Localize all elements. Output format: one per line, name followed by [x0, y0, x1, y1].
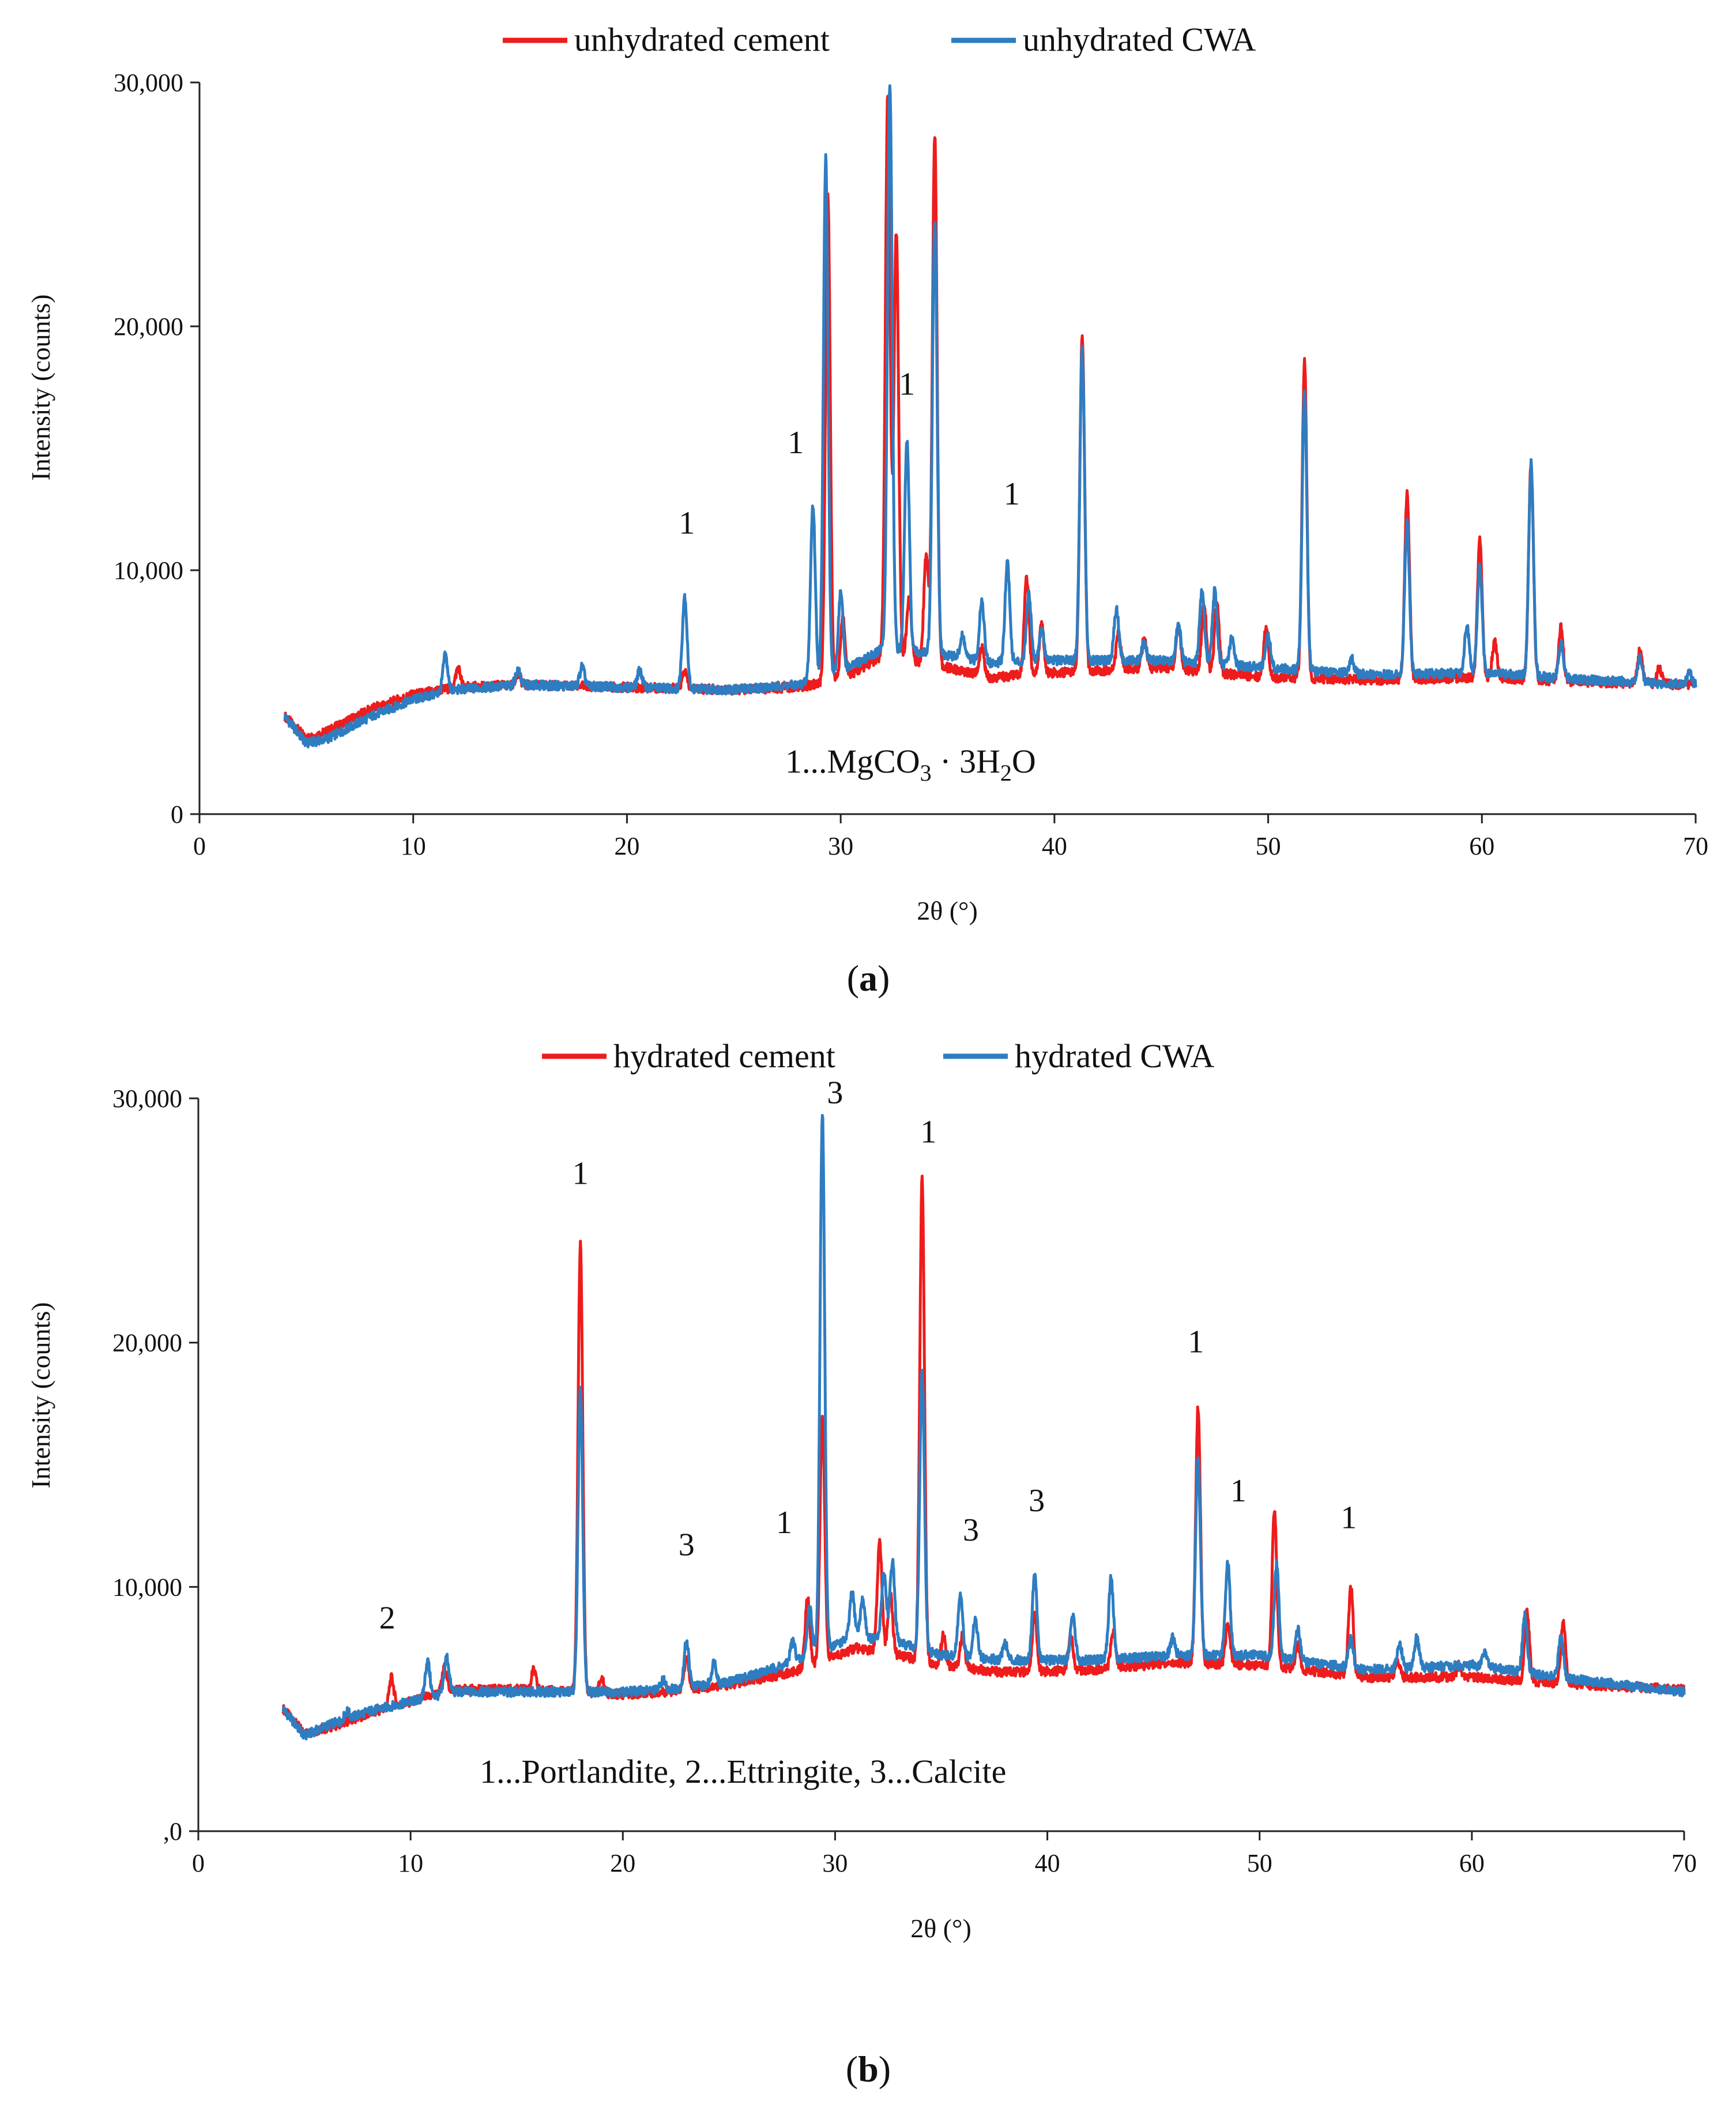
panel-b-peak-annotations: 2 1 3 1 3 1 3 3 1 1 1	[379, 1075, 1357, 1636]
y-tick-label: 30,000	[114, 69, 183, 97]
panel-a-peak-annotations: 1 1 1 1	[679, 366, 1019, 541]
x-tick-label: 30	[822, 1849, 848, 1877]
legend-label-hydrated-cwa: hydrated CWA	[1015, 1037, 1214, 1075]
panel-a-legend: unhydrated cement unhydrated CWA	[503, 21, 1256, 58]
panel-a-chart: unhydrated cement unhydrated CWA Intensi…	[26, 21, 1708, 999]
peak-annotation: 1	[1004, 476, 1020, 512]
x-tick-label: 40	[1035, 1849, 1060, 1877]
x-tick-label: 0	[193, 832, 206, 860]
panel-b-label: (b)	[846, 2049, 891, 2089]
y-tick-label: 0	[171, 800, 183, 829]
peak-annotation: 1	[788, 425, 804, 461]
legend-label-hydrated-cement: hydrated cement	[613, 1037, 835, 1075]
peak-annotation: 1	[776, 1505, 792, 1541]
peak-annotation: 1	[573, 1155, 589, 1191]
x-tick-label: 30	[828, 832, 853, 860]
panel-b-ylabel: Intensity (counts)	[26, 1302, 55, 1488]
peak-annotation: 1	[679, 506, 695, 541]
x-tick-label: 50	[1247, 1849, 1272, 1877]
x-tick-label: 70	[1671, 1849, 1697, 1877]
panel-b-chart: hydrated cement hydrated CWA Intensity (…	[26, 1037, 1697, 2089]
peak-annotation: 1	[1230, 1473, 1247, 1509]
panel-a-series	[283, 84, 1697, 748]
peak-annotation: 1	[920, 1114, 936, 1150]
panel-b-x-ticks: 0 10 20 30 40 50 60 70	[192, 1831, 1697, 1877]
x-tick-label: 60	[1469, 832, 1494, 860]
panel-b-legend: hydrated cement hydrated CWA	[542, 1037, 1214, 1075]
peak-annotation: 1	[899, 366, 915, 402]
x-tick-label: 20	[610, 1849, 635, 1877]
x-tick-label: 0	[192, 1849, 205, 1877]
y-tick-label: 20,000	[114, 312, 183, 341]
panel-a-phase-note: 1...MgCO3 · 3H2O	[785, 743, 1036, 786]
series-line-unhydrated-cwa	[283, 84, 1697, 748]
peak-annotation: 3	[1029, 1483, 1045, 1519]
x-tick-label: 40	[1042, 832, 1067, 860]
series-line-hydrated-cwa	[281, 1114, 1686, 1741]
peak-annotation: 3	[827, 1075, 843, 1110]
y-tick-label: 30,000	[112, 1085, 182, 1113]
y-tick-label: ,0	[163, 1817, 182, 1846]
legend-label-unhydrated-cwa: unhydrated CWA	[1023, 21, 1256, 58]
peak-annotation: 3	[679, 1527, 695, 1562]
panel-a-label: (a)	[847, 958, 890, 999]
y-tick-label: 20,000	[112, 1329, 182, 1357]
peak-annotation: 1	[1340, 1500, 1357, 1536]
panel-b-xlabel: 2θ (°)	[910, 1914, 971, 1943]
panel-b-phase-note: 1...Portlandite, 2...Ettringite, 3...Cal…	[480, 1753, 1006, 1790]
panel-a-xlabel: 2θ (°)	[917, 896, 978, 925]
x-tick-label: 10	[398, 1849, 423, 1877]
panel-a-y-ticks: 0 10,000 20,000 30,000	[114, 69, 199, 829]
peak-annotation: 1	[1188, 1324, 1204, 1360]
panel-b-y-ticks: ,0 10,000 20,000 30,000	[112, 1085, 198, 1846]
panel-b-series	[281, 1114, 1686, 1741]
legend-label-unhydrated-cement: unhydrated cement	[574, 21, 830, 58]
x-tick-label: 10	[401, 832, 426, 860]
series-line-hydrated-cement	[281, 1174, 1686, 1738]
panel-a-ylabel: Intensity (counts)	[26, 294, 55, 480]
y-tick-label: 10,000	[114, 556, 183, 585]
x-tick-label: 60	[1459, 1849, 1485, 1877]
x-tick-label: 70	[1683, 832, 1708, 860]
y-tick-label: 10,000	[112, 1573, 182, 1601]
x-tick-label: 50	[1256, 832, 1281, 860]
panel-a-x-ticks: 0 10 20 30 40 50 60 70	[193, 814, 1708, 860]
peak-annotation: 2	[379, 1600, 396, 1636]
x-tick-label: 20	[614, 832, 639, 860]
peak-annotation: 3	[963, 1512, 979, 1548]
